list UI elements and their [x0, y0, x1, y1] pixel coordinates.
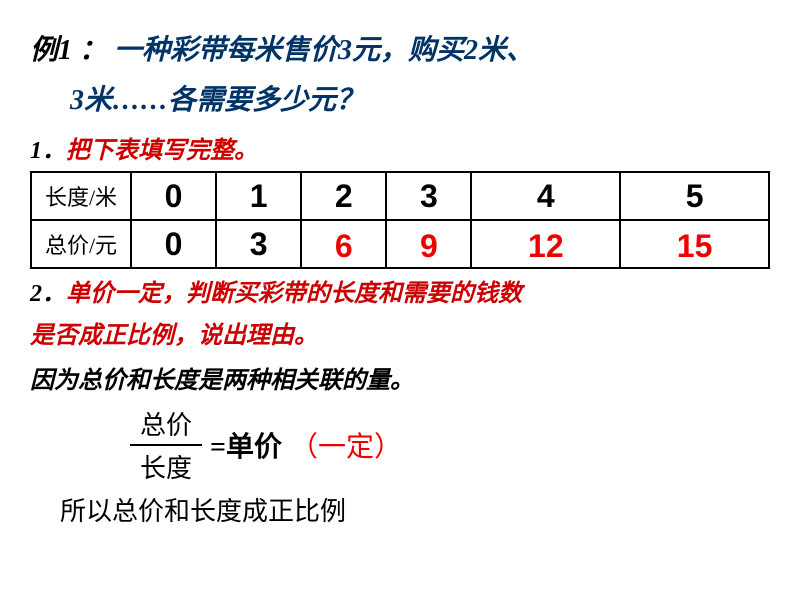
row2-header: 总价/元	[31, 220, 131, 268]
question-2-line1: 单价一定，判断买彩带的长度和需要的钱数	[66, 281, 522, 307]
question-2-num: 2．	[30, 281, 66, 307]
instruction-1-text: 把下表填写完整。	[66, 138, 258, 164]
answer-2: 因为总价和长度是两种相关联的量。	[30, 360, 770, 395]
row1-cell: 1	[216, 172, 301, 220]
row1-cell: 4	[471, 172, 620, 220]
fraction-equation: 总价 长度 =单价 （一定）	[130, 403, 770, 487]
row2-cell: 3	[216, 220, 301, 268]
instruction-1: 1．把下表填写完整。	[30, 130, 770, 165]
title-main-1: 一种彩带每米售价3元，购买2米、	[114, 35, 534, 66]
data-table: 长度/米 0 1 2 3 4 5 总价/元 0 3 6 9 12 15	[30, 171, 770, 269]
question-2-line2: 是否成正比例，说出理由。	[30, 317, 770, 355]
fraction-denominator: 长度	[130, 446, 202, 487]
row1-cell: 3	[386, 172, 471, 220]
row1-cell: 5	[620, 172, 769, 220]
title-main-2: 3米……各需要多少元？	[70, 85, 364, 116]
example-title-line2: 3米……各需要多少元？	[70, 80, 770, 122]
table-row-length: 长度/米 0 1 2 3 4 5	[31, 172, 769, 220]
conclusion: 所以总价和长度成正比例	[60, 491, 770, 528]
row2-cell: 0	[131, 220, 216, 268]
fraction-numerator: 总价	[130, 403, 202, 444]
instruction-1-num: 1．	[30, 138, 66, 164]
row1-cell: 2	[301, 172, 386, 220]
equation-equals: =单价	[210, 425, 282, 465]
table-row-price: 总价/元 0 3 6 9 12 15	[31, 220, 769, 268]
question-2: 2．单价一定，判断买彩带的长度和需要的钱数	[30, 275, 770, 313]
equation-fixed: （一定）	[290, 425, 402, 465]
row2-cell: 9	[386, 220, 471, 268]
example-title-line1: 例1 ： 一种彩带每米售价3元，购买2米、	[30, 30, 770, 72]
row2-cell: 15	[620, 220, 769, 268]
row2-cell: 6	[301, 220, 386, 268]
row1-cell: 0	[131, 172, 216, 220]
fraction: 总价 长度	[130, 403, 202, 487]
row2-cell: 12	[471, 220, 620, 268]
row1-header: 长度/米	[31, 172, 131, 220]
title-prefix: 例1 ：	[30, 35, 107, 66]
